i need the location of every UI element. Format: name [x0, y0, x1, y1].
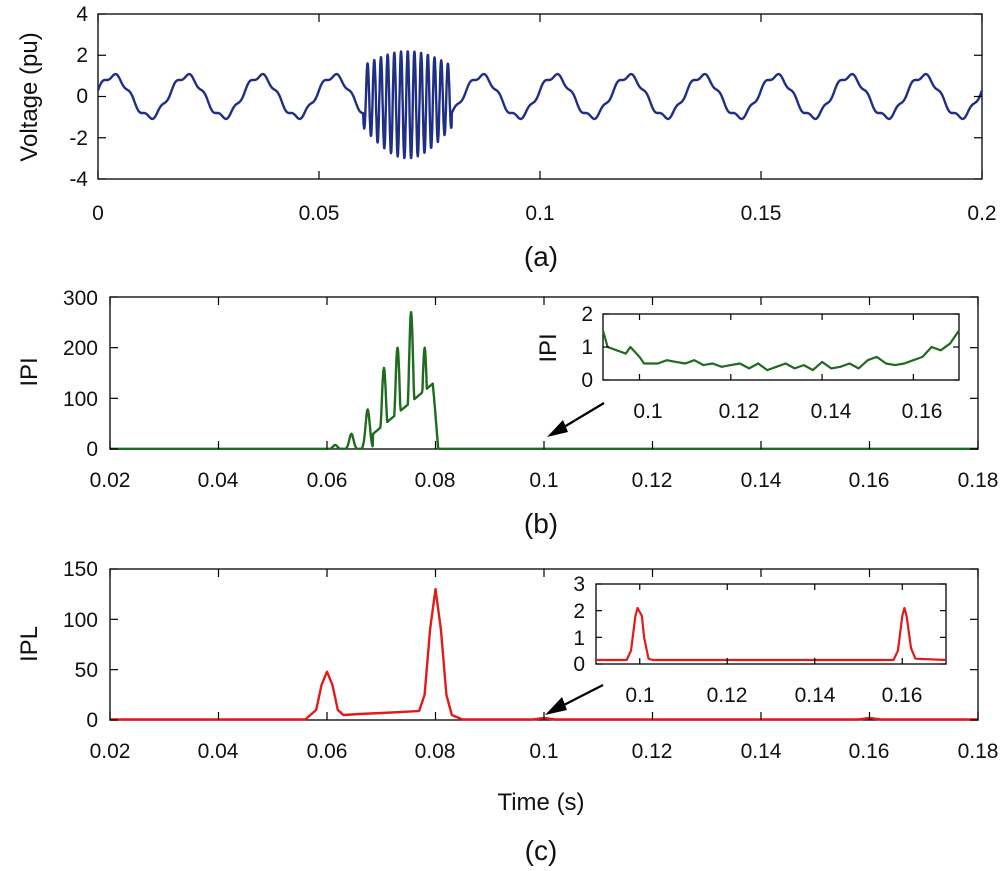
y-tick: 50 [75, 659, 98, 682]
x-tick: 0.04 [198, 469, 239, 492]
x-axis-label: Time (s) [497, 789, 584, 816]
inset-y-axis-label: IPI [535, 333, 562, 362]
x-tick: 0.14 [741, 740, 782, 763]
y-tick: 0 [86, 438, 98, 461]
inset-y-tick: 0 [581, 369, 593, 392]
y-tick: 2 [76, 44, 88, 67]
y-tick: 100 [63, 388, 98, 411]
inset-ipl-line [596, 606, 947, 662]
y-tick: -2 [69, 127, 88, 150]
y-axis-label: Voltage (pu) [16, 32, 43, 161]
x-tick: 0.04 [198, 740, 239, 763]
x-tick: 0.1 [529, 469, 558, 492]
x-tick: 0.05 [299, 202, 340, 225]
inset-y-tick: 0 [573, 653, 585, 676]
y-tick: 4 [76, 3, 88, 26]
x-tick: 0.16 [849, 740, 890, 763]
x-tick: 0.12 [632, 469, 673, 492]
inset-c: 0.1 0.12 0.14 0.16 0 1 2 3 [573, 573, 947, 707]
voltage-line [96, 50, 984, 160]
inset-frame-c [595, 583, 947, 665]
y-tick: -4 [69, 168, 88, 191]
y-tick: 150 [63, 558, 98, 581]
panel-caption: (c) [525, 835, 558, 866]
x-tick: 0.1 [525, 202, 554, 225]
x-tick: 0.08 [415, 740, 456, 763]
panel-b: 0.02 0.04 0.06 0.08 0.1 0.12 0.14 0.16 0… [16, 287, 998, 539]
x-tick: 0.02 [90, 469, 131, 492]
y-tick: 0 [76, 85, 88, 108]
x-tick: 0 [92, 202, 104, 225]
zoom-arrow-c [545, 684, 604, 715]
inset-x-tick: 0.1 [633, 400, 662, 423]
x-tick: 0.06 [307, 469, 348, 492]
x-tick: 0.18 [958, 469, 999, 492]
y-axis-label: IPI [16, 357, 43, 386]
panel-a: 0 0.05 0.1 0.15 0.2 -4 -2 0 2 4 Voltage … [16, 3, 997, 272]
x-tick: 0.06 [307, 740, 348, 763]
inset-x-tick: 0.16 [902, 400, 943, 423]
zoom-arrow-b [547, 402, 605, 437]
x-tick: 0.2 [967, 202, 996, 225]
inset-x-tick: 0.14 [795, 684, 836, 707]
x-tick: 0.08 [415, 469, 456, 492]
inset-y-tick: 2 [573, 600, 585, 623]
inset-frame-b [602, 313, 960, 381]
x-tick: 0.02 [90, 740, 131, 763]
x-tick: 0.1 [529, 740, 558, 763]
x-tick: 0.18 [958, 740, 999, 763]
y-tick: 200 [63, 337, 98, 360]
inset-x-tick: 0.1 [625, 684, 654, 707]
inset-y-tick: 3 [573, 573, 585, 596]
y-tick: 300 [63, 287, 98, 310]
inset-x-tick: 0.12 [707, 684, 748, 707]
x-tick: 0.15 [741, 202, 782, 225]
x-tick: 0.16 [849, 469, 890, 492]
inset-x-tick: 0.14 [811, 400, 852, 423]
ipl-line [110, 587, 978, 721]
y-tick: 100 [63, 609, 98, 632]
inset-y-tick: 1 [573, 627, 585, 650]
x-tick: 0.14 [741, 469, 782, 492]
y-axis-label: IPL [16, 626, 43, 662]
inset-b: 0.1 0.12 0.14 0.16 0 1 2 IPI [535, 303, 960, 423]
panel-c: 0.02 0.04 0.06 0.08 0.1 0.12 0.14 0.16 0… [16, 558, 998, 866]
inset-ipi-line [601, 329, 960, 372]
y-tick: 0 [86, 709, 98, 732]
panel-caption: (b) [524, 508, 558, 539]
x-tick: 0.12 [632, 740, 673, 763]
panel-caption: (a) [524, 241, 558, 272]
inset-y-tick: 2 [581, 303, 593, 326]
plot-frame-a [97, 13, 983, 180]
inset-y-tick: 1 [581, 336, 593, 359]
inset-x-tick: 0.16 [882, 684, 923, 707]
inset-x-tick: 0.12 [719, 400, 760, 423]
